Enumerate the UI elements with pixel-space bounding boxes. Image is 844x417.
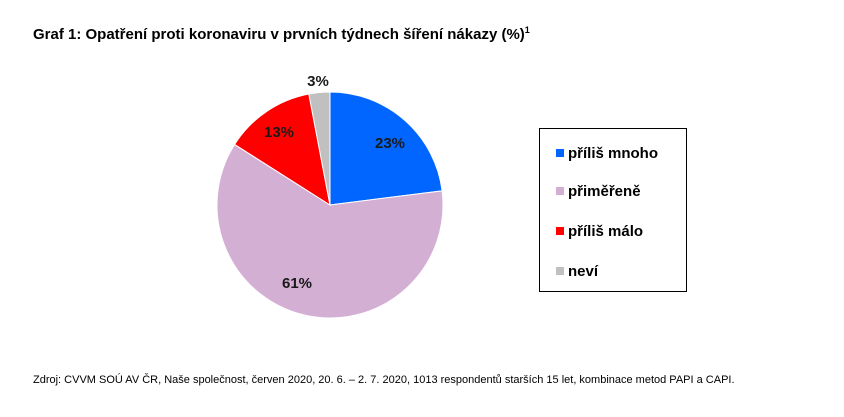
legend-item-nevi: neví [556,261,598,281]
source-note: Zdroj: CVVM SOÚ AV ČR, Naše společnost, … [33,374,735,386]
legend-item-prilis-malo: příliš málo [556,221,643,241]
legend-swatch [556,187,564,195]
pie-data-label-1: 23% [375,135,405,152]
pie-data-label-3: 13% [264,124,294,141]
pie-slices [216,91,444,319]
legend-swatch [556,267,564,275]
pie-slice-2 [216,143,444,319]
chart-title-footnote: 1 [524,25,530,35]
legend-label: neví [568,262,599,280]
pie-data-label-2: 61% [282,275,312,292]
legend-item-prilis-mnoho: příliš mnoho [556,143,658,163]
chart-legend: příliš mnoho přiměřeně příliš málo neví [539,128,687,292]
legend-label: přiměřeně [568,182,641,200]
pie-slice-3 [233,93,331,207]
chart-title-text: Graf 1: Opatření proti koronaviru v prvn… [33,26,525,43]
legend-swatch [556,149,564,157]
pie-slice-1 [329,91,443,206]
legend-swatch [556,227,564,235]
pie-data-label-4: 3% [307,73,329,90]
legend-label: příliš mnoho [568,144,658,162]
pie-slice-4 [308,91,331,206]
legend-item-primerene: přiměřeně [556,181,641,201]
pie-slice-labels: 23% 61% 13% 3% [264,73,405,292]
chart-title: Graf 1: Opatření proti koronaviru v prvn… [33,25,530,44]
legend-label: příliš málo [568,222,644,240]
